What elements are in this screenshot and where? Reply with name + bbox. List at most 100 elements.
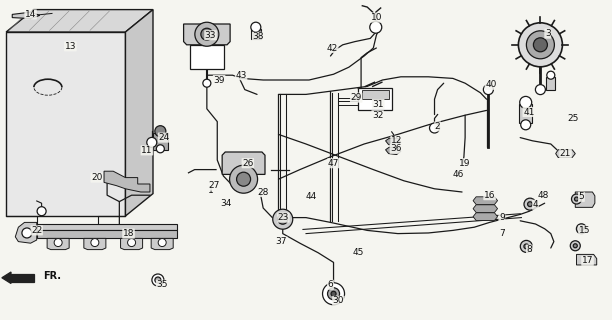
Circle shape [518,23,562,67]
Text: 11: 11 [141,146,152,155]
Text: 8: 8 [526,245,532,254]
Circle shape [331,291,336,296]
Text: 29: 29 [351,93,362,102]
Circle shape [54,239,62,247]
Polygon shape [15,222,37,243]
Circle shape [580,227,583,231]
Circle shape [327,288,340,300]
Bar [153,133,168,150]
Polygon shape [386,138,401,146]
Text: 41: 41 [523,108,534,116]
Text: 44: 44 [305,192,316,201]
Bar [190,45,224,69]
Circle shape [158,239,166,247]
Text: 34: 34 [221,199,232,208]
Circle shape [237,172,250,186]
Circle shape [430,123,439,133]
Circle shape [577,224,586,234]
Polygon shape [2,272,11,284]
Polygon shape [11,274,34,282]
Polygon shape [184,24,230,45]
Text: 38: 38 [253,32,264,41]
Circle shape [195,22,219,46]
Text: 25: 25 [567,114,578,123]
Circle shape [22,228,32,238]
Text: 23: 23 [278,213,289,222]
Text: 10: 10 [371,13,382,22]
Text: 16: 16 [484,191,495,200]
Text: 22: 22 [31,226,42,235]
Polygon shape [125,10,153,216]
Text: 21: 21 [560,149,571,158]
Polygon shape [47,238,69,250]
Text: 4: 4 [532,200,539,209]
Text: 24: 24 [159,133,170,142]
Text: 17: 17 [582,256,593,265]
Text: 5: 5 [578,192,584,201]
Circle shape [520,96,532,108]
Text: 20: 20 [91,173,102,182]
Text: 2: 2 [435,122,441,131]
Circle shape [127,239,136,247]
Text: 31: 31 [373,100,384,108]
Circle shape [323,283,345,305]
Text: 14: 14 [25,10,36,19]
Circle shape [201,28,213,40]
Text: 19: 19 [460,159,471,168]
Text: 15: 15 [579,226,590,235]
Circle shape [526,31,554,59]
Polygon shape [577,254,597,265]
Text: FR.: FR. [43,271,61,281]
Polygon shape [556,150,575,157]
Bar [519,104,532,123]
Polygon shape [37,230,177,238]
Circle shape [528,202,532,207]
Circle shape [91,239,99,247]
Text: 3: 3 [545,29,551,38]
Text: 47: 47 [328,159,339,168]
Circle shape [203,79,211,87]
Text: 39: 39 [214,76,225,84]
Text: 26: 26 [242,159,253,168]
Text: 33: 33 [205,31,216,40]
Circle shape [520,240,532,252]
Polygon shape [386,147,401,155]
Circle shape [155,126,166,137]
Bar [546,77,555,90]
Text: 36: 36 [390,144,401,153]
Text: 45: 45 [353,248,364,257]
Text: 27: 27 [209,181,220,190]
Circle shape [152,274,164,286]
Polygon shape [473,205,498,212]
Circle shape [147,137,157,148]
Circle shape [521,120,531,130]
Text: 28: 28 [258,188,269,196]
Text: 42: 42 [327,44,338,52]
Polygon shape [575,192,595,207]
Text: 32: 32 [372,111,383,120]
Circle shape [575,197,578,201]
Text: 1: 1 [208,186,214,195]
Circle shape [370,21,382,33]
Polygon shape [6,10,153,32]
Circle shape [570,241,580,251]
Bar [251,29,261,39]
Circle shape [534,38,547,52]
Polygon shape [473,213,498,220]
Text: 12: 12 [391,136,402,145]
Text: 48: 48 [538,191,549,200]
Text: 40: 40 [485,80,496,89]
Polygon shape [84,238,106,250]
Text: 35: 35 [157,280,168,289]
Text: 30: 30 [333,296,344,305]
Circle shape [37,207,46,216]
Bar [362,90,389,99]
Text: 7: 7 [499,229,505,238]
Text: 13: 13 [65,42,76,51]
Polygon shape [222,152,265,174]
Polygon shape [473,197,498,204]
Text: 46: 46 [452,170,463,179]
Polygon shape [12,12,40,19]
Text: 9: 9 [499,213,505,222]
Circle shape [536,84,545,95]
